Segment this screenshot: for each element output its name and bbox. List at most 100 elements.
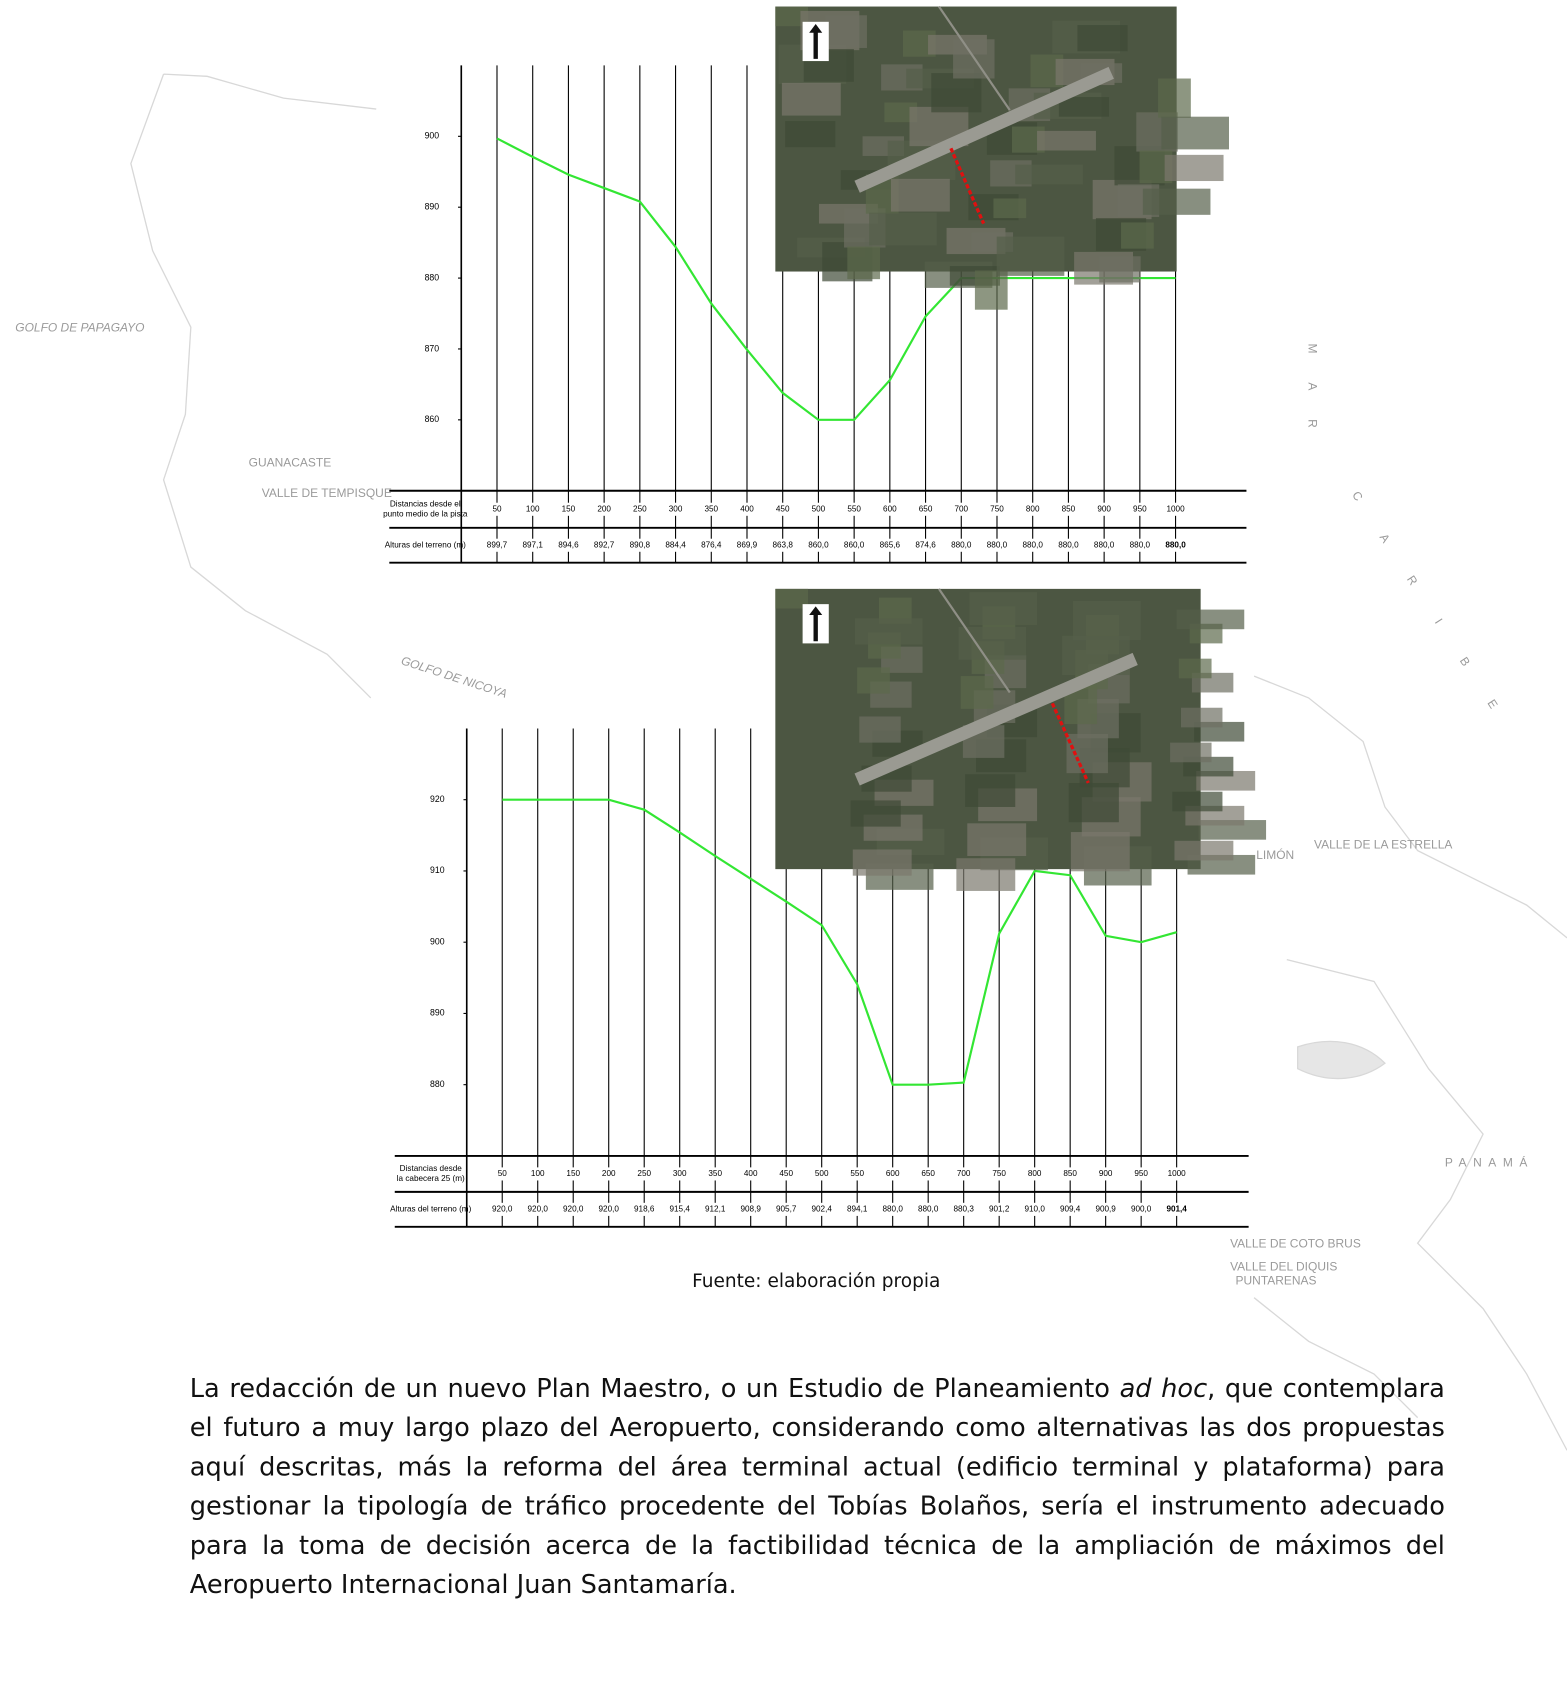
distance-label: 800 xyxy=(1028,1169,1042,1178)
distance-label: 600 xyxy=(883,504,897,513)
height-label: 880,0 xyxy=(882,1205,903,1214)
height-label: 880,0 xyxy=(1130,540,1151,549)
distance-label: 100 xyxy=(526,504,540,513)
height-label: 865,6 xyxy=(880,540,901,549)
image-patch xyxy=(931,73,981,112)
image-patch xyxy=(997,237,1065,276)
row-label: punto medio de la pista xyxy=(383,509,468,518)
height-label: 918,6 xyxy=(634,1205,655,1214)
distance-label: 1000 xyxy=(1166,504,1185,513)
row-label: la cabecera 25 (m) xyxy=(397,1174,465,1183)
image-patch xyxy=(1073,601,1141,640)
image-patch xyxy=(1177,610,1245,630)
height-label: 894,1 xyxy=(847,1205,868,1214)
distance-label: 450 xyxy=(779,1169,793,1178)
image-patch xyxy=(891,179,950,212)
image-patch xyxy=(785,121,835,147)
height-label: 880,3 xyxy=(953,1205,974,1214)
image-patch xyxy=(826,15,867,48)
satellite-image xyxy=(775,589,1266,891)
image-patch xyxy=(1165,155,1224,181)
map-line xyxy=(1254,676,1567,938)
image-patch xyxy=(1037,131,1096,151)
image-patch xyxy=(967,823,1026,856)
distance-label: 500 xyxy=(812,504,826,513)
map-area xyxy=(1298,1041,1385,1078)
text-italic: ad hoc xyxy=(1120,1373,1208,1404)
text: , que contemplara el futuro a muy largo … xyxy=(190,1373,1445,1600)
y-tick-label: 910 xyxy=(430,865,445,875)
image-patch xyxy=(1077,25,1127,51)
distance-label: 900 xyxy=(1097,504,1111,513)
distance-label: 950 xyxy=(1134,1169,1148,1178)
height-label: 894,6 xyxy=(558,540,579,549)
height-label: 902,4 xyxy=(811,1205,832,1214)
height-label: 900,9 xyxy=(1095,1205,1116,1214)
image-patch xyxy=(1179,659,1212,679)
map-label: VALLE DE TEMPISQUE xyxy=(262,486,392,500)
y-tick-label: 890 xyxy=(430,1008,445,1018)
image-patch xyxy=(847,246,880,279)
y-tick-label: 870 xyxy=(425,343,440,353)
y-tick-label: 860 xyxy=(425,414,440,424)
distance-label: 700 xyxy=(954,504,968,513)
height-label: 912,1 xyxy=(705,1205,726,1214)
distance-label: 50 xyxy=(492,504,502,513)
image-patch xyxy=(1174,841,1233,861)
height-label: 880,0 xyxy=(1165,540,1186,549)
map-label: GOLFO DE NICOYA xyxy=(399,653,508,700)
y-tick-label: 900 xyxy=(430,936,445,946)
image-patch xyxy=(1172,792,1222,812)
height-label: 909,4 xyxy=(1060,1205,1081,1214)
row-label: Distancias desde el xyxy=(390,500,461,509)
row-label: Alturas del terreno (m) xyxy=(385,540,466,549)
image-patch xyxy=(969,592,1037,625)
y-tick-label: 880 xyxy=(425,272,440,282)
distance-label: 450 xyxy=(776,504,790,513)
height-label: 897,1 xyxy=(522,540,543,549)
height-label: 860,0 xyxy=(844,540,865,549)
image-patch xyxy=(975,270,1008,309)
image-patch xyxy=(1069,783,1119,822)
height-label: 920,0 xyxy=(492,1205,513,1214)
height-label: 880,0 xyxy=(951,540,972,549)
distance-label: 150 xyxy=(566,1169,580,1178)
distance-label: 150 xyxy=(562,504,576,513)
height-label: 880,0 xyxy=(1022,540,1043,549)
image-patch xyxy=(1143,189,1211,215)
height-label: 920,0 xyxy=(599,1205,620,1214)
distance-label: 700 xyxy=(957,1169,971,1178)
height-label: 876,4 xyxy=(701,540,722,549)
map-label: M A R xyxy=(1306,344,1320,441)
height-label: 920,0 xyxy=(563,1205,584,1214)
height-label: 884,4 xyxy=(665,540,686,549)
distance-label: 200 xyxy=(597,504,611,513)
height-label: 905,7 xyxy=(776,1205,797,1214)
height-label: 880,0 xyxy=(987,540,1008,549)
distance-label: 100 xyxy=(531,1169,545,1178)
image-patch xyxy=(956,858,1015,891)
distance-label: 300 xyxy=(669,504,683,513)
height-label: 899,7 xyxy=(487,540,508,549)
distance-label: 200 xyxy=(602,1169,616,1178)
image-patch xyxy=(1099,256,1140,282)
distance-label: 350 xyxy=(708,1169,722,1178)
image-patch xyxy=(993,198,1026,218)
image-patch xyxy=(1170,743,1211,763)
map-line xyxy=(131,74,376,698)
distance-label: 950 xyxy=(1133,504,1147,513)
height-label: 860,0 xyxy=(808,540,829,549)
map-label: C A R I B E xyxy=(1349,489,1511,728)
distance-label: 650 xyxy=(919,504,933,513)
distance-label: 550 xyxy=(850,1169,864,1178)
height-label: 892,7 xyxy=(594,540,615,549)
distance-label: 250 xyxy=(637,1169,651,1178)
distance-label: 600 xyxy=(886,1169,900,1178)
image-patch xyxy=(965,774,1015,807)
distance-label: 250 xyxy=(633,504,647,513)
image-patch xyxy=(961,676,994,709)
distance-label: 400 xyxy=(744,1169,758,1178)
paragraph: La redacción de un nuevo Plan Maestro, o… xyxy=(190,1369,1445,1605)
y-tick-label: 900 xyxy=(425,131,440,141)
height-label: 890,8 xyxy=(630,540,651,549)
